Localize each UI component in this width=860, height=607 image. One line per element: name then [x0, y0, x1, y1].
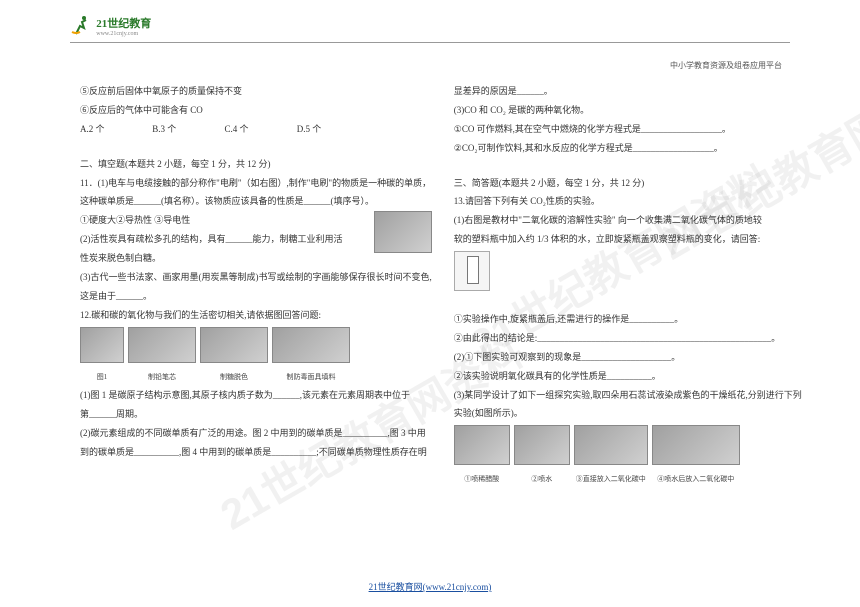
- text-line: (3)CO 和 CO₂ 是碳的两种氧化物。: [454, 101, 802, 120]
- runner-icon: [70, 14, 92, 38]
- logo-title: 21世纪教育: [96, 15, 151, 31]
- text-line: 13.请回答下列有关 CO₂性质的实验。: [454, 192, 802, 211]
- text-line: ②该实验说明氧化碳具有的化学性质是__________。: [454, 367, 802, 386]
- embedded-image: [200, 327, 268, 363]
- image-row: 图1 制铅笔芯 制糖脱色 制防毒面具填料: [80, 327, 432, 385]
- text-line: (1)图 1 是碳原子结构示意图,其原子核内质子数为______,该元素在元素周…: [80, 386, 432, 405]
- text-line: 实验(如图所示)。: [454, 404, 802, 423]
- text-line: 软的塑料瓶中加入约 1/3 体积的水，立即旋紧瓶盖观察塑料瓶的变化，请回答:: [454, 230, 802, 249]
- text-line: 第______周期。: [80, 405, 432, 424]
- text-line: ⑤反应前后固体中氧原子的质量保持不变: [80, 82, 432, 101]
- text-line: 11．(1)电车与电缆接触的部分称作"电刷"（如右图）,制作"电刷"的物质是一种…: [80, 174, 432, 193]
- footer-site-url[interactable]: (www.21cnjy.com): [423, 582, 492, 592]
- choice-line: A.2 个 B.3 个 C.4 个 D.5 个: [80, 120, 432, 139]
- embedded-image: [80, 327, 124, 363]
- text-line: (3)某同学设计了如下一组探究实验,取四朵用石蕊试液染成紫色的干燥纸花,分别进行…: [454, 386, 802, 405]
- text-line: ②CO₂可制作饮料,其和水反应的化学方程式是__________________…: [454, 139, 802, 158]
- choice-a: A.2 个: [80, 120, 150, 139]
- embedded-image: [574, 425, 648, 465]
- image-caption: 制防毒面具填料: [272, 370, 350, 385]
- text-line: 到的碳单质是__________,图 4 中用到的碳单质是__________;…: [80, 443, 432, 462]
- logo-url: www.21cnjy.com: [96, 31, 151, 37]
- text-line: (3)古代一些书法家、画家用墨(用炭黑等制成)书写或绘制的字画能够保存很长时间不…: [80, 268, 432, 287]
- embedded-image: [272, 327, 350, 363]
- text-line: 12.碳和碳的氧化物与我们的生活密切相关,请依据图回答问题:: [80, 306, 432, 325]
- text-line: ①CO 可作燃料,其在空气中燃烧的化学方程式是_________________…: [454, 120, 802, 139]
- image-caption: 制铅笔芯: [128, 370, 196, 385]
- text-line: 性炭来脱色制白糖。: [80, 249, 370, 268]
- text-line: ②由此得出的结论是:______________________________…: [454, 329, 802, 348]
- choice-d: D.5 个: [297, 120, 367, 139]
- image-caption: ①喷稀醋酸: [454, 472, 510, 487]
- embedded-image: [374, 211, 432, 253]
- section-title: 二、填空题(本题共 2 小题，每空 1 分，共 12 分): [80, 155, 432, 174]
- experiment-image-row: ①喷稀醋酸 ②喷水 ③直接放入二氧化碳中 ④喷水后放入二氧化碳中: [454, 425, 802, 487]
- text-line: (2)①下图实验可观察到的现象是____________________。: [454, 348, 802, 367]
- header-platform-label: 中小学教育资源及组卷应用平台: [670, 60, 782, 71]
- footer-site-name[interactable]: 21世纪教育网: [369, 582, 423, 592]
- image-caption: 制糖脱色: [200, 370, 268, 385]
- text-line: ⑥反应后的气体中可能含有 CO: [80, 101, 432, 120]
- choice-b: B.3 个: [152, 120, 222, 139]
- text-line: (1)右图是教材中"二氧化碳的溶解性实验" 向一个收集满二氧化碳气体的质地较: [454, 211, 802, 230]
- image-caption: ④喷水后放入二氧化碳中: [652, 472, 740, 487]
- section-title: 三、简答题(本题共 2 小题，每空 1 分，共 12 分): [454, 174, 802, 193]
- embedded-image: [514, 425, 570, 465]
- text-line: 这种碳单质是______(填名称）。该物质应该具备的性质是______(填序号）…: [80, 192, 432, 211]
- footer-link[interactable]: 21世纪教育网(www.21cnjy.com): [0, 580, 860, 593]
- embedded-image: [652, 425, 740, 465]
- image-caption: ③直接放入二氧化碳中: [574, 472, 648, 487]
- right-column: 显差异的原因是______。 (3)CO 和 CO₂ 是碳的两种氧化物。 ①CO…: [454, 82, 802, 567]
- text-line: 显差异的原因是______。: [454, 82, 802, 101]
- text-line: (2)活性炭具有疏松多孔的结构，具有______能力，制糖工业利用活: [80, 230, 370, 249]
- site-logo: 21世纪教育 www.21cnjy.com: [70, 14, 151, 38]
- text-line: 这是由于______。: [80, 287, 432, 306]
- bottle-diagram: [454, 251, 490, 291]
- header-rule: [70, 42, 790, 43]
- image-caption: ②喷水: [514, 472, 570, 487]
- embedded-image: [128, 327, 196, 363]
- text-line: ①硬度大②导热性 ③导电性: [80, 211, 370, 230]
- image-caption: 图1: [80, 370, 124, 385]
- left-column: ⑤反应前后固体中氧原子的质量保持不变 ⑥反应后的气体中可能含有 CO A.2 个…: [80, 82, 432, 567]
- text-line: (2)碳元素组成的不同碳单质有广泛的用途。图 2 中用到的碳单质是_______…: [80, 424, 432, 443]
- text-line: ①实验操作中,旋紧瓶盖后,还需进行的操作是__________。: [454, 310, 802, 329]
- embedded-image: [454, 425, 510, 465]
- choice-c: C.4 个: [225, 120, 295, 139]
